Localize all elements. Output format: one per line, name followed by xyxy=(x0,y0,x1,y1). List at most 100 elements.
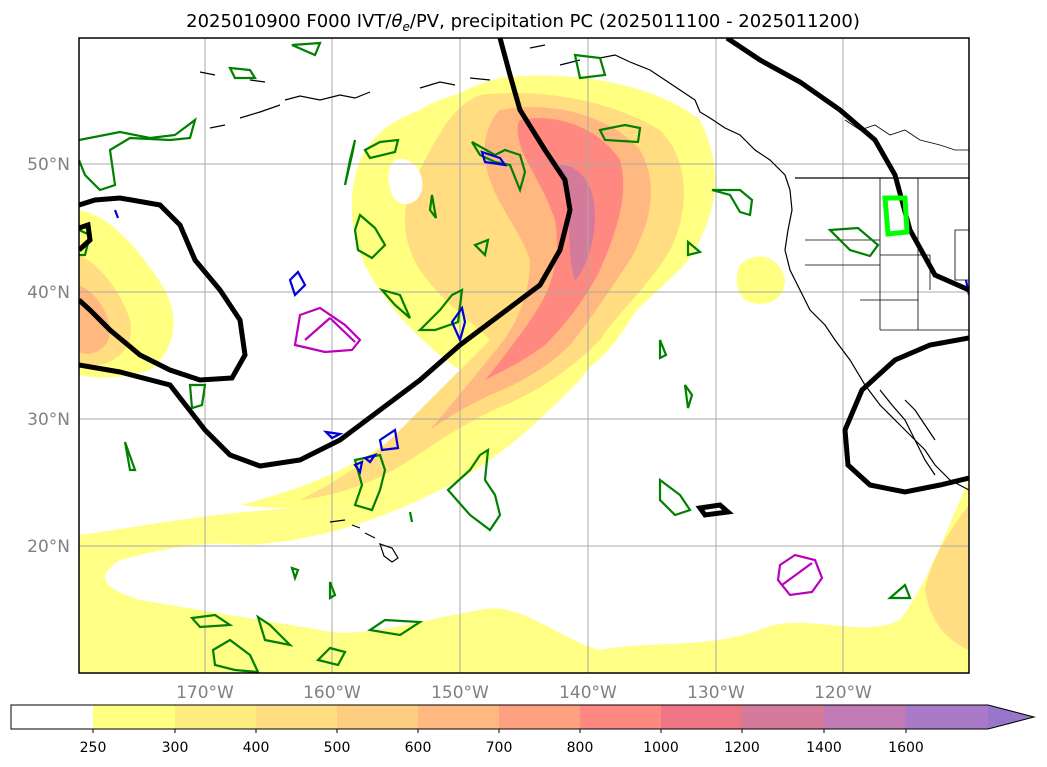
theta-contour xyxy=(827,226,880,258)
theta-contour xyxy=(367,618,424,637)
theta-contour xyxy=(573,53,607,80)
colorbar-label: 1200 xyxy=(724,740,760,756)
theta-contour xyxy=(887,583,912,600)
ivt-hole xyxy=(388,159,423,205)
pv-contour xyxy=(450,305,467,344)
theta-contour xyxy=(343,139,357,186)
lon-label: 170°W xyxy=(176,683,234,703)
latitude-labels: 50°N 40°N 30°N 20°N xyxy=(27,155,70,557)
colorbar-segment xyxy=(906,705,988,729)
theta-contour xyxy=(211,638,260,673)
colorbar-segment xyxy=(175,705,256,729)
lon-label: 120°W xyxy=(814,683,872,703)
theta-contour xyxy=(683,384,694,409)
theta-contour xyxy=(188,383,207,410)
lon-label: 150°W xyxy=(431,683,489,703)
colorbar-labels: 250 300 400 500 600 700 800 1000 1200 14… xyxy=(80,740,924,756)
precip-contour xyxy=(781,562,813,586)
lon-label: 130°W xyxy=(687,683,745,703)
colorbar-segment xyxy=(742,705,824,729)
colorbar-label: 250 xyxy=(80,740,107,756)
state-lines xyxy=(805,178,969,331)
lat-label: 40°N xyxy=(27,283,70,303)
black-contours xyxy=(79,38,969,518)
map-title: 2025010900 F000 IVT/θe/PV, precipitation… xyxy=(186,11,860,34)
theta-contour xyxy=(315,646,347,667)
black-contour xyxy=(842,335,969,495)
colorbar-label: 300 xyxy=(162,740,189,756)
theta-contour xyxy=(256,614,294,647)
theta-contour xyxy=(417,288,464,332)
lat-label: 20°N xyxy=(27,537,70,557)
theta-contour xyxy=(473,238,490,258)
colorbar-label: 500 xyxy=(324,740,351,756)
baja-peninsula xyxy=(879,389,936,476)
pv-contour xyxy=(322,430,344,440)
theta-contour xyxy=(123,441,137,472)
theta-contour xyxy=(658,477,692,517)
black-contour xyxy=(79,195,248,383)
hawaii-islands xyxy=(329,519,399,563)
colorbar-segment xyxy=(337,705,418,729)
precip-contour xyxy=(304,317,356,343)
theta-contour xyxy=(328,581,337,600)
colorbar-label: 1600 xyxy=(888,740,924,756)
colorbar-label: 700 xyxy=(486,740,513,756)
theta-contour xyxy=(471,141,527,194)
black-contour xyxy=(79,221,93,252)
colorbar-segment xyxy=(418,705,499,729)
theta-contour xyxy=(711,188,754,217)
ivt-fill-left-3 xyxy=(79,285,110,354)
theta-contour xyxy=(598,123,642,144)
lon-label: 140°W xyxy=(559,683,617,703)
theta-contour xyxy=(290,566,300,582)
colorbar-segment xyxy=(11,705,93,729)
colorbar-segment xyxy=(499,705,580,729)
precip-contours xyxy=(293,306,824,597)
black-contour xyxy=(695,502,734,518)
pv-contour xyxy=(362,453,378,464)
graticule xyxy=(79,38,969,673)
precip-contour xyxy=(293,306,362,354)
ivt-fill-level-1 xyxy=(79,75,969,673)
colorbar-label: 400 xyxy=(243,740,270,756)
coastlines xyxy=(199,44,969,563)
longitude-labels: 170°W 160°W 150°W 140°W 130°W 120°W xyxy=(176,683,872,703)
colorbar-label: 1000 xyxy=(643,740,679,756)
map-frame xyxy=(78,37,970,674)
theta-contour xyxy=(363,138,400,160)
colorbar-label: 800 xyxy=(567,740,594,756)
colorbar-ticks xyxy=(92,729,907,733)
theta-contour xyxy=(79,117,197,192)
colorbar-segment xyxy=(824,705,906,729)
ivt-fill-level-4 xyxy=(485,118,624,380)
lat-label: 50°N xyxy=(27,155,70,175)
theta-contour xyxy=(658,339,668,360)
pv-contour xyxy=(480,150,508,167)
pv-contour xyxy=(113,209,120,219)
black-contour xyxy=(79,38,573,469)
alaska-coast xyxy=(199,44,791,191)
na-west-coast xyxy=(784,189,969,491)
colorbar-label: 1400 xyxy=(806,740,842,756)
highlight-box xyxy=(882,195,910,237)
colorbar-segment xyxy=(661,705,742,729)
pv-contour xyxy=(353,460,364,475)
theta-contour xyxy=(686,239,703,257)
theta-contour xyxy=(353,213,387,260)
colorbar-outline xyxy=(10,704,1036,730)
pv-contour xyxy=(378,428,400,452)
ivt-fill-se xyxy=(925,505,969,650)
colorbar-segment xyxy=(256,705,337,729)
colorbar-label: 600 xyxy=(405,740,432,756)
theta-contour xyxy=(291,41,322,57)
lon-label: 160°W xyxy=(303,683,361,703)
colorbar: 250 300 400 500 600 700 800 1000 1200 14… xyxy=(10,704,1036,756)
pv-contour xyxy=(288,270,307,298)
theta-contour xyxy=(189,613,234,629)
black-contour xyxy=(725,38,969,293)
theta-contour xyxy=(446,447,502,532)
theta-contour xyxy=(228,66,257,80)
pv-contours xyxy=(113,150,969,475)
